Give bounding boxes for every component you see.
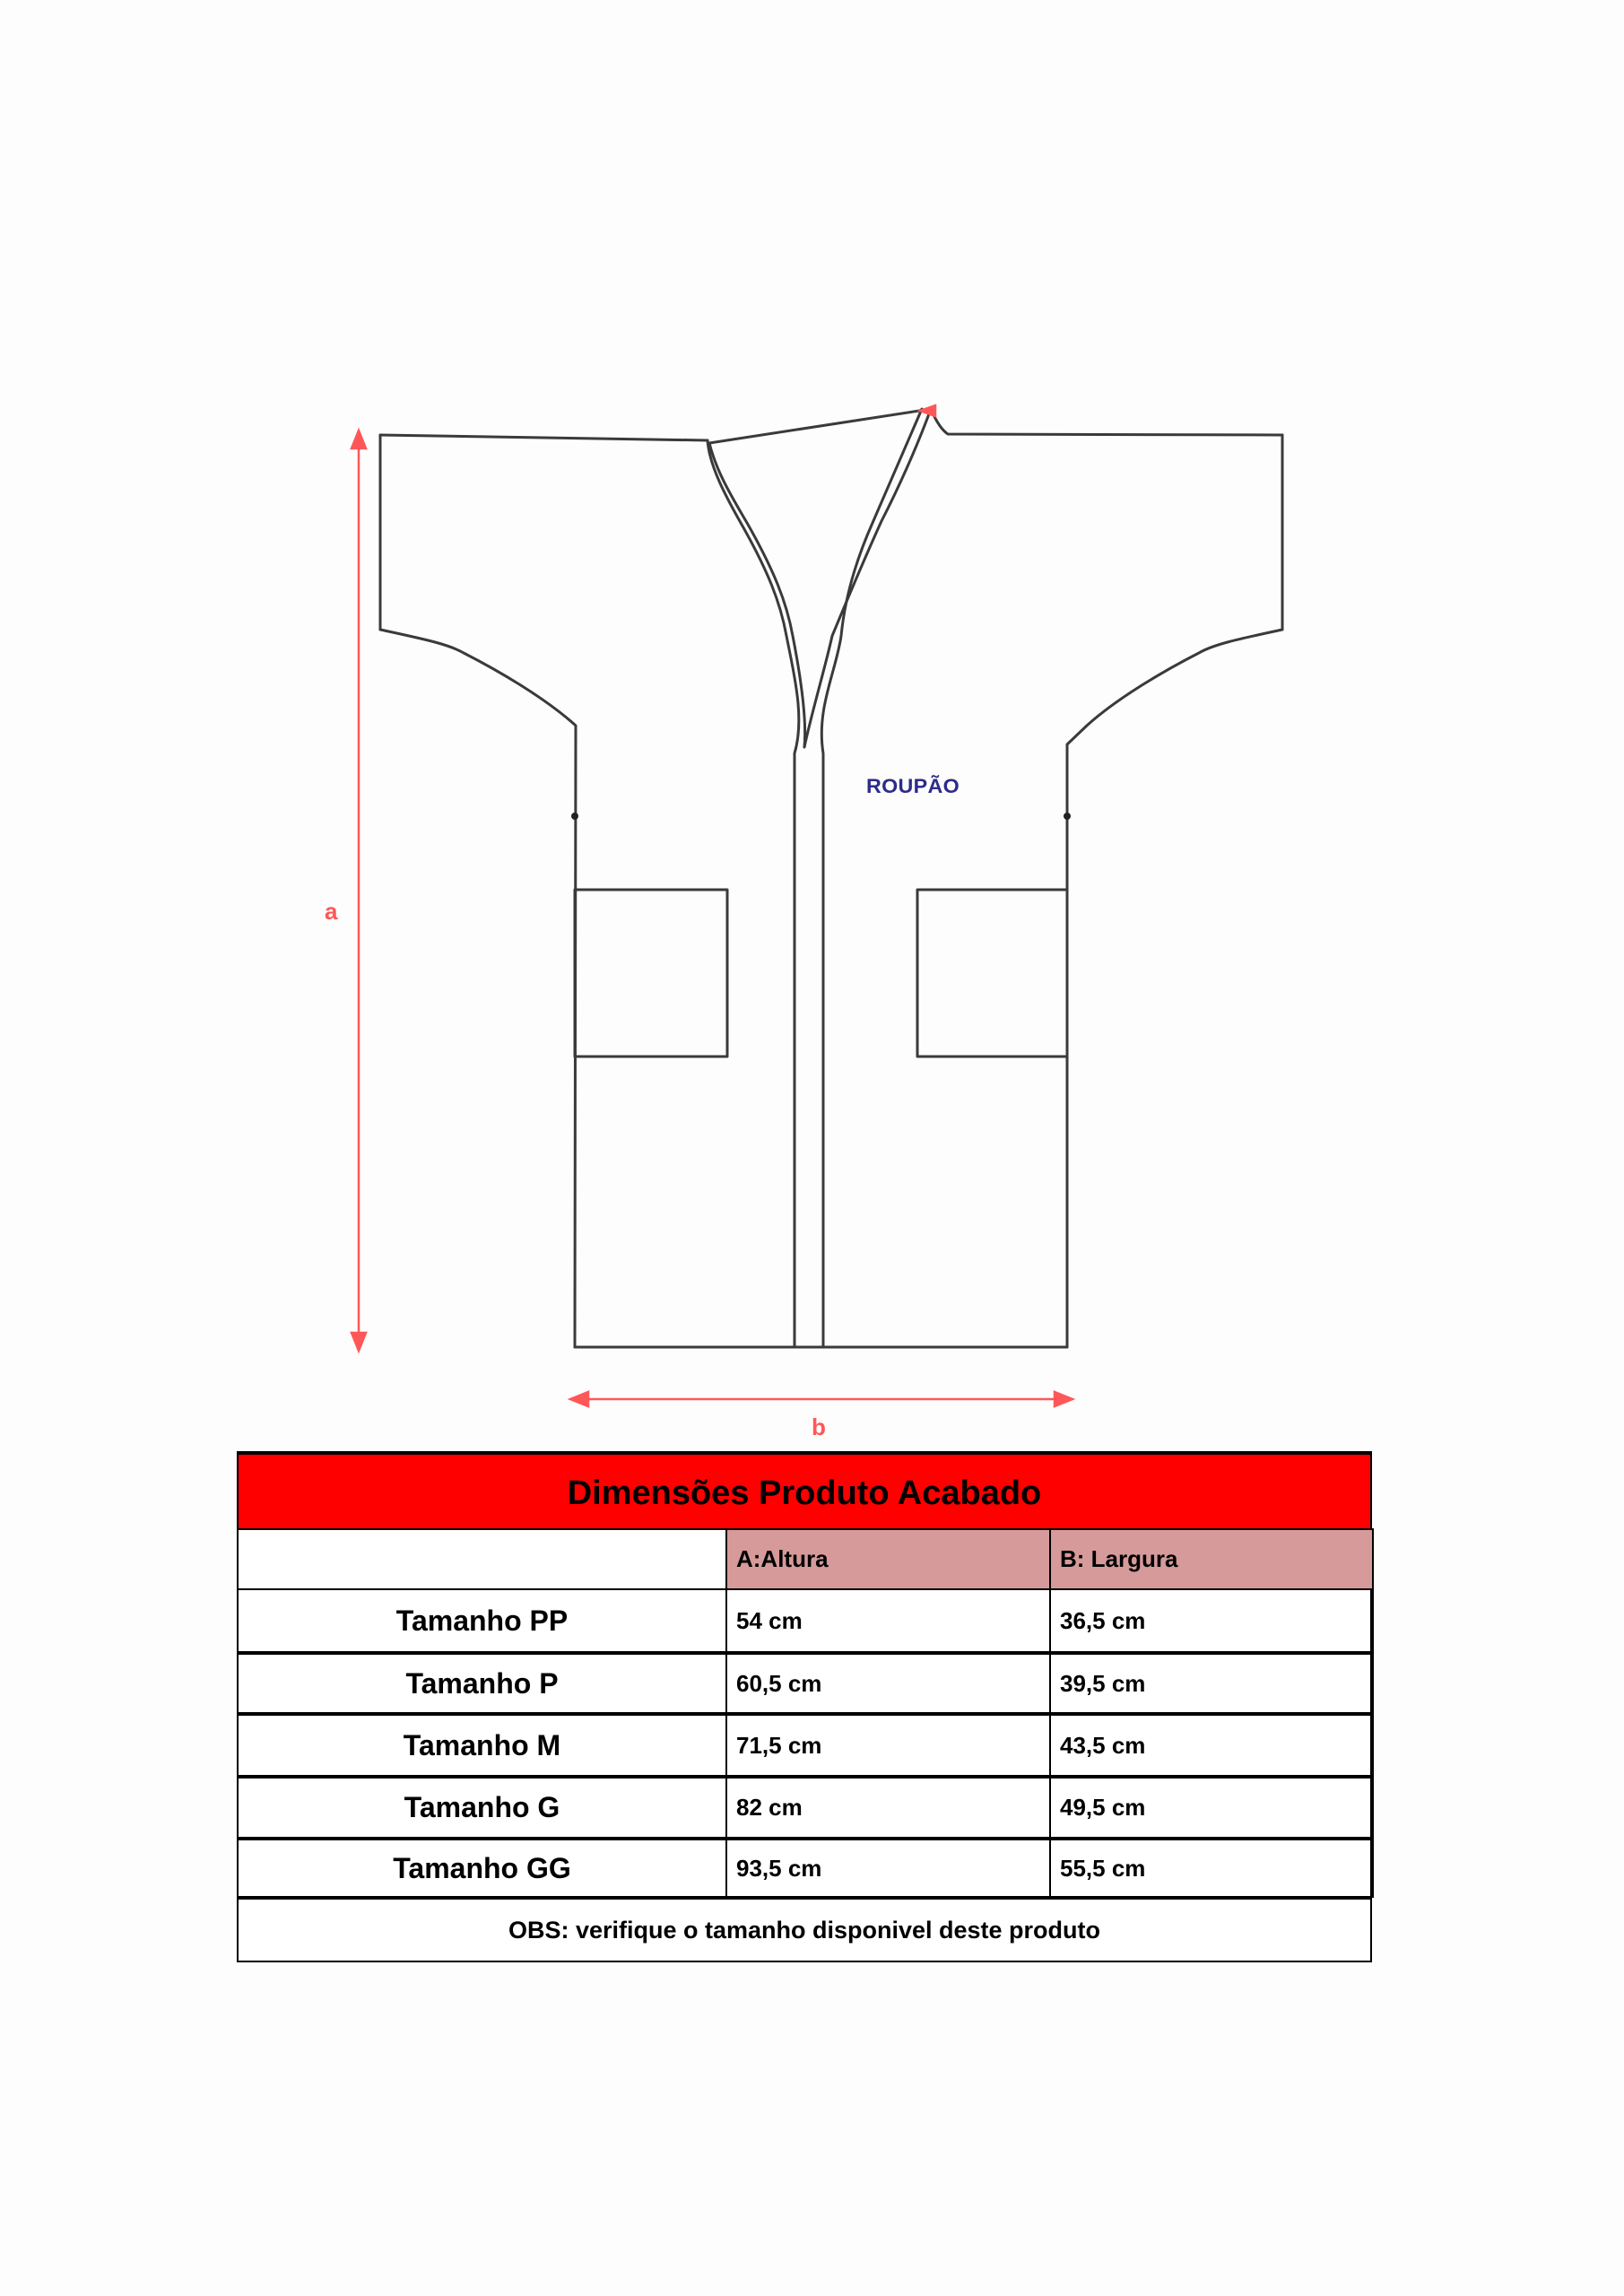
svg-text:a: a (325, 898, 338, 925)
svg-text:ROUPÃO: ROUPÃO (866, 775, 960, 797)
svg-text:b: b (812, 1413, 826, 1440)
